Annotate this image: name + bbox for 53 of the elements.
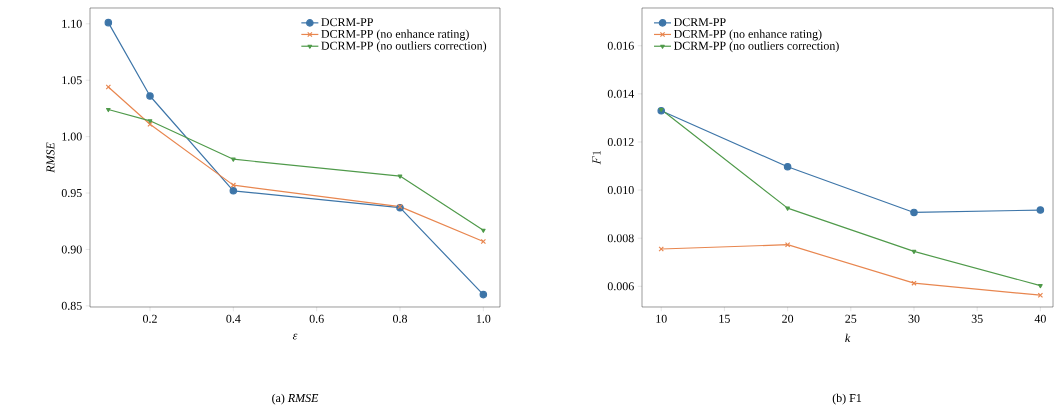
legend-label: DCRM-PP (673, 18, 726, 27)
y-tick-label: 1.00 (62, 132, 82, 141)
point (1038, 283, 1043, 289)
point (230, 182, 237, 188)
y-axis-title: RMSE (46, 142, 55, 173)
legend-label: DCRM-PP (no enhance rating) (673, 29, 822, 41)
y-tick-label: 0.85 (61, 301, 82, 310)
point (785, 206, 790, 211)
y-tick-label: 0.016 (607, 41, 634, 50)
legend-label: DCRM-PP (no outliers correction) (673, 41, 839, 53)
legend-label: DCRM-PP (no outliers correction) (321, 41, 487, 53)
y-tick-label: 0.012 (607, 137, 634, 147)
point (397, 174, 403, 179)
y-tick-label: 0.006 (607, 282, 634, 291)
point (104, 18, 113, 27)
x-tick-label: 20 (782, 314, 794, 323)
point (481, 228, 486, 233)
x-tick-label: 40 (1034, 314, 1046, 323)
text: (b) F1 (832, 393, 862, 405)
x-tick-label: 0.2 (142, 314, 157, 323)
point (479, 290, 488, 299)
point (106, 107, 111, 113)
y-tick-label: 0.90 (61, 245, 82, 254)
legend-label: DCRM-PP (321, 18, 373, 27)
point (910, 208, 918, 217)
point (229, 186, 238, 195)
point (911, 249, 917, 255)
y-tick-label: 0.010 (607, 186, 634, 195)
x-tick-label: 15 (719, 314, 730, 323)
x-tick-label: 10 (656, 314, 667, 323)
x-tick-label: 25 (845, 314, 857, 323)
x-tick-label: 1.0 (476, 314, 491, 323)
point (231, 157, 236, 162)
point (784, 241, 791, 248)
point (911, 280, 917, 286)
text: (a) RMSE (272, 393, 319, 405)
x-tick-label: 0.4 (226, 314, 241, 323)
x-axis-title: ε (292, 333, 298, 340)
x-tick-label: 30 (908, 314, 920, 323)
point (146, 92, 154, 100)
y-tick-label: 0.95 (61, 188, 82, 198)
y-tick-label: 0.008 (607, 234, 634, 243)
point (783, 162, 792, 171)
y-tick-label: 1.05 (62, 76, 82, 85)
y-tick-label: 0.014 (607, 89, 635, 98)
y-axis-title: $F1$ (592, 150, 601, 165)
x-axis-title: k (845, 333, 851, 342)
x-tick-label: 35 (971, 314, 983, 323)
y-tick-label: 1.10 (62, 19, 82, 28)
x-tick-label: 0.6 (309, 314, 324, 323)
x-tick-label: 0.8 (392, 314, 408, 323)
legend-label: DCRM-PP (no enhance rating) (321, 29, 469, 41)
point (1036, 206, 1045, 214)
